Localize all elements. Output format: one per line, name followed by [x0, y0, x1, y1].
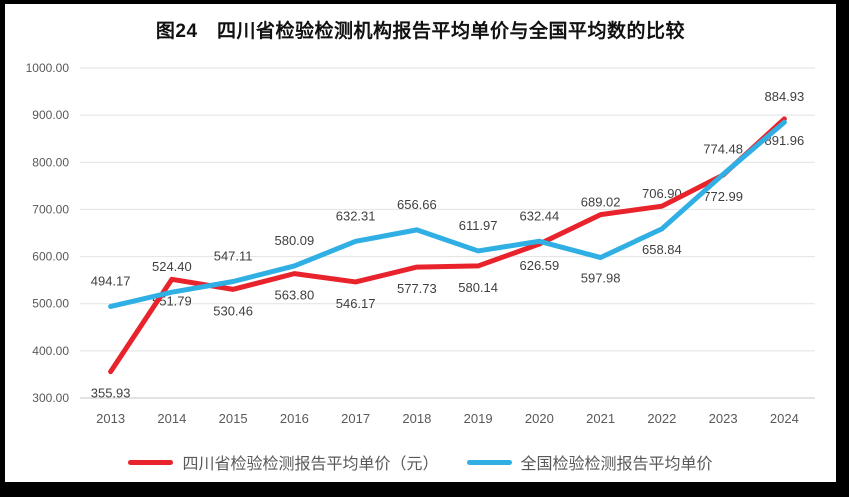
- x-axis-tick-label: 2019: [464, 411, 493, 426]
- x-axis-tick-label: 2016: [280, 411, 309, 426]
- x-axis-tick-label: 2017: [341, 411, 370, 426]
- legend-swatch-national-icon: [466, 459, 512, 465]
- data-label: 772.99: [703, 189, 743, 204]
- x-axis-tick-label: 2020: [525, 411, 554, 426]
- data-label: 632.44: [519, 208, 559, 223]
- x-axis-tick-label: 2013: [96, 411, 125, 426]
- legend-label-national: 全国检验检测报告平均单价: [520, 456, 713, 473]
- data-label: 689.02: [581, 195, 621, 210]
- data-label: 632.31: [336, 208, 376, 223]
- data-label: 611.97: [459, 218, 498, 233]
- data-label: 530.46: [213, 303, 253, 318]
- x-axis-tick-label: 2015: [219, 411, 248, 426]
- x-axis-tick-label: 2018: [402, 411, 431, 426]
- data-label: 891.96: [764, 133, 804, 148]
- chart-frame: 图24 四川省检验检测机构报告平均单价与全国平均数的比较 1000.00 900.…: [5, 4, 836, 482]
- data-label: 577.73: [397, 281, 437, 296]
- data-label: 524.40: [152, 259, 192, 274]
- x-axis-tick-label: 2014: [157, 411, 186, 426]
- data-label: 656.66: [397, 197, 437, 212]
- legend: 四川省检验检测报告平均单价（元） 全国检验检测报告平均单价: [5, 450, 836, 474]
- data-label: 547.11: [214, 249, 253, 264]
- x-axis-tick-label: 2021: [586, 411, 615, 426]
- y-axis-tick-label: 700.00: [32, 202, 69, 216]
- data-label: 494.17: [91, 273, 131, 288]
- series-line-national: [108, 119, 787, 309]
- legend-swatch-sichuan-icon: [128, 459, 174, 465]
- x-axis-tick-label: 2023: [709, 411, 738, 426]
- chart-title: 图24 四川省检验检测机构报告平均单价与全国平均数的比较: [155, 21, 686, 42]
- legend-item-national: 全国检验检测报告平均单价: [466, 450, 713, 474]
- data-label: 597.98: [581, 271, 621, 286]
- data-label: 706.90: [642, 186, 682, 201]
- data-label: 884.93: [764, 89, 804, 104]
- data-label: 626.59: [519, 258, 559, 273]
- y-axis-tick-label: 400.00: [32, 344, 69, 358]
- legend-item-sichuan: 四川省检验检测报告平均单价（元）: [128, 450, 439, 474]
- data-label: 580.09: [274, 233, 314, 248]
- x-axis-tick-label: 2024: [770, 411, 799, 426]
- y-axis-tick-label: 900.00: [32, 108, 69, 122]
- line-chart: 1000.00 900.00 800.00 700.00 600.00 500.00 400…: [26, 61, 815, 426]
- legend-label-sichuan: 四川省检验检测报告平均单价（元）: [182, 456, 439, 473]
- data-label: 774.48: [703, 141, 743, 156]
- x-axis-tick-label: 2022: [647, 411, 676, 426]
- y-axis-tick-label: 600.00: [32, 250, 69, 264]
- data-label: 355.93: [91, 386, 131, 401]
- data-label: 580.14: [458, 280, 498, 295]
- y-axis-tick-label: 500.00: [32, 297, 69, 311]
- y-axis-tick-label: 1000.00: [26, 61, 70, 75]
- y-axis-tick-label: 300.00: [32, 391, 69, 405]
- y-axis-tick-label: 800.00: [32, 155, 69, 169]
- data-label: 563.80: [274, 288, 314, 303]
- series-line-sichuan: [108, 116, 787, 375]
- data-label: 658.84: [642, 242, 682, 257]
- data-label: 546.17: [336, 296, 376, 311]
